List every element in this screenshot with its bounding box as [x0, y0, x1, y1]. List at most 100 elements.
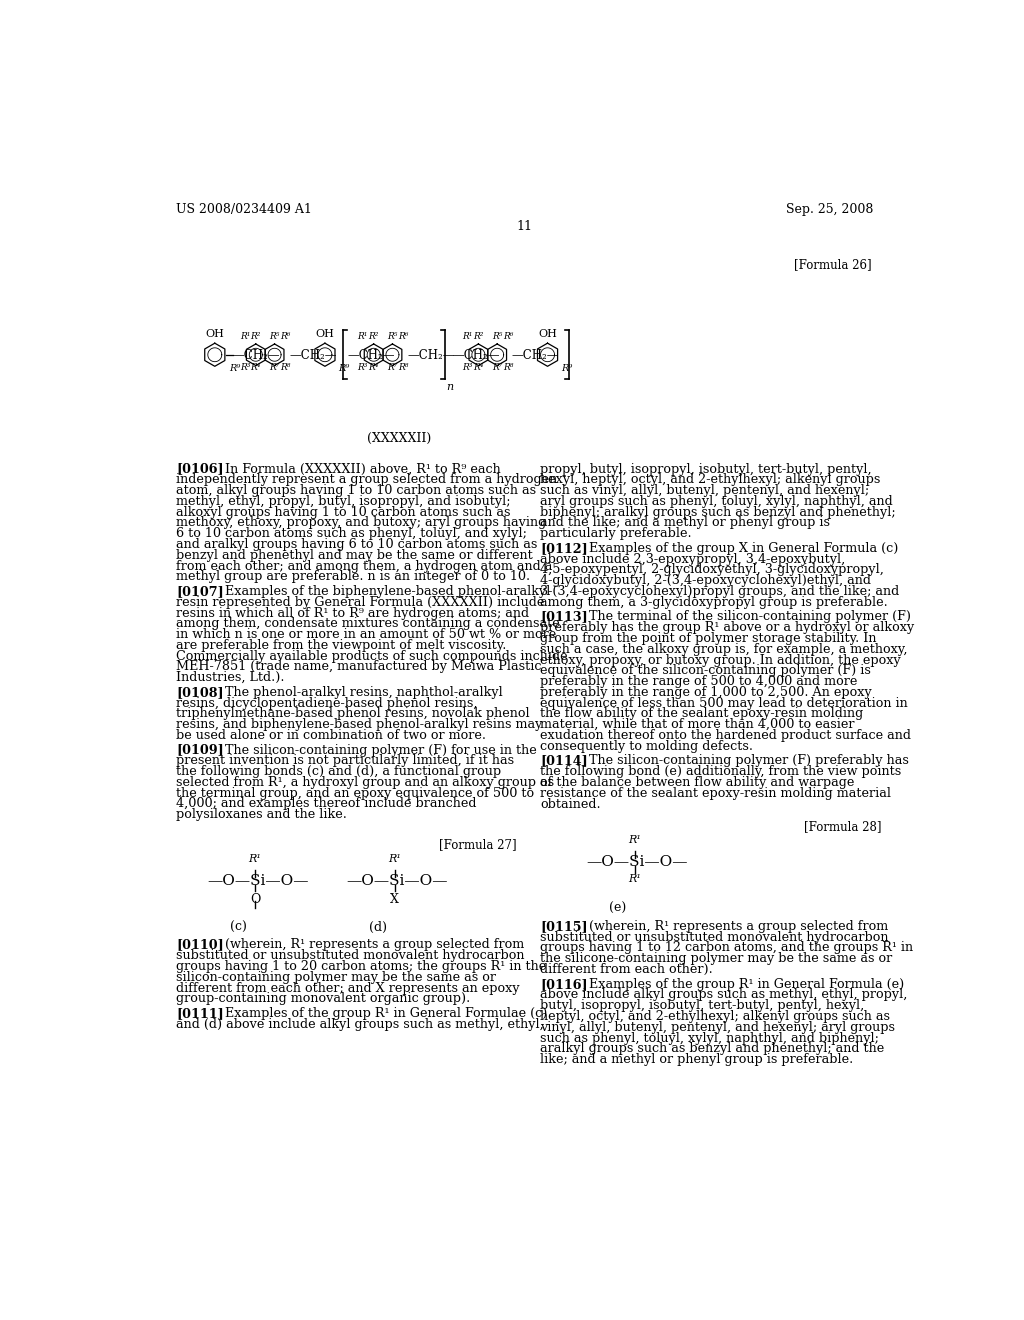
Text: benzyl and phenethyl and may be the same or different: benzyl and phenethyl and may be the same… — [176, 549, 532, 562]
Text: substituted or unsubstituted monovalent hydrocarbon: substituted or unsubstituted monovalent … — [176, 949, 524, 962]
Text: obtained.: obtained. — [541, 797, 601, 810]
Text: different from each other).: different from each other). — [541, 964, 713, 975]
Text: R⁵: R⁵ — [387, 333, 397, 342]
Text: (wherein, R¹ represents a group selected from: (wherein, R¹ represents a group selected… — [224, 939, 524, 952]
Text: R²: R² — [369, 333, 379, 342]
Text: [0113]: [0113] — [541, 610, 588, 623]
Text: group-containing monovalent organic group).: group-containing monovalent organic grou… — [176, 993, 470, 1006]
Text: are preferable from the viewpoint of melt viscosity.: are preferable from the viewpoint of mel… — [176, 639, 507, 652]
Text: particularly preferable.: particularly preferable. — [541, 527, 692, 540]
Text: The silicon-containing polymer (F) for use in the: The silicon-containing polymer (F) for u… — [224, 743, 537, 756]
Text: R¹: R¹ — [629, 875, 641, 884]
Text: R⁸: R⁸ — [281, 363, 291, 372]
Text: Examples of the biphenylene-based phenol-aralkyl: Examples of the biphenylene-based phenol… — [224, 585, 550, 598]
Text: [0110]: [0110] — [176, 939, 224, 952]
Text: R³: R³ — [462, 363, 473, 372]
Text: 11: 11 — [517, 220, 532, 234]
Text: and aralkyl groups having 6 to 10 carbon atoms such as: and aralkyl groups having 6 to 10 carbon… — [176, 539, 538, 550]
Text: In Formula (XXXXXII) above, R¹ to R⁹ each: In Formula (XXXXXII) above, R¹ to R⁹ eac… — [224, 462, 501, 475]
Text: groups having 1 to 12 carbon atoms, and the groups R¹ in: groups having 1 to 12 carbon atoms, and … — [541, 941, 913, 954]
Text: group from the point of polymer storage stability. In: group from the point of polymer storage … — [541, 632, 877, 645]
Text: the flow ability of the sealant epoxy-resin molding: the flow ability of the sealant epoxy-re… — [541, 708, 863, 721]
Text: O: O — [250, 892, 260, 906]
Text: —CH₂—: —CH₂— — [453, 348, 500, 362]
Text: —CH₂—: —CH₂— — [232, 348, 281, 362]
Text: —CH₂—: —CH₂— — [290, 348, 337, 362]
Text: [Formula 26]: [Formula 26] — [795, 259, 872, 272]
Text: be used alone or in combination of two or more.: be used alone or in combination of two o… — [176, 729, 486, 742]
Text: exudation thereof onto the hardened product surface and: exudation thereof onto the hardened prod… — [541, 729, 911, 742]
Text: hexyl, heptyl, octyl, and 2-ethylhexyl; alkenyl groups: hexyl, heptyl, octyl, and 2-ethylhexyl; … — [541, 474, 881, 486]
Text: R⁸: R⁸ — [503, 363, 513, 372]
Text: and the like; and a methyl or phenyl group is: and the like; and a methyl or phenyl gro… — [541, 516, 830, 529]
Text: from each other; and among them, a hydrogen atom and a: from each other; and among them, a hydro… — [176, 560, 552, 573]
Text: among them, condensate mixtures containing a condensate: among them, condensate mixtures containi… — [176, 618, 560, 631]
Text: heptyl, octyl, and 2-ethylhexyl; alkenyl groups such as: heptyl, octyl, and 2-ethylhexyl; alkenyl… — [541, 1010, 890, 1023]
Text: R⁹: R⁹ — [561, 364, 572, 374]
Text: aryl groups such as phenyl, toluyl, xylyl, naphthyl, and: aryl groups such as phenyl, toluyl, xyly… — [541, 495, 893, 508]
Text: preferably has the group R¹ above or a hydroxyl or alkoxy: preferably has the group R¹ above or a h… — [541, 622, 914, 634]
Text: among them, a 3-glycidoxypropyl group is preferable.: among them, a 3-glycidoxypropyl group is… — [541, 595, 888, 609]
Text: [0111]: [0111] — [176, 1007, 224, 1020]
Text: groups having 1 to 20 carbon atoms; the groups R¹ in the: groups having 1 to 20 carbon atoms; the … — [176, 960, 546, 973]
Text: R²: R² — [473, 333, 483, 342]
Text: above include alkyl groups such as methyl, ethyl, propyl,: above include alkyl groups such as methy… — [541, 989, 907, 1002]
Text: in which n is one or more in an amount of 50 wt % or more: in which n is one or more in an amount o… — [176, 628, 556, 642]
Text: US 2008/0234409 A1: US 2008/0234409 A1 — [176, 203, 312, 216]
Text: independently represent a group selected from a hydrogen: independently represent a group selected… — [176, 474, 557, 486]
Text: R⁷: R⁷ — [492, 363, 503, 372]
Text: Sep. 25, 2008: Sep. 25, 2008 — [786, 203, 873, 216]
Text: methyl, ethyl, propyl, butyl, isopropyl, and isobutyl;: methyl, ethyl, propyl, butyl, isopropyl,… — [176, 495, 511, 508]
Text: vinyl, allyl, butenyl, pentenyl, and hexenyl; aryl groups: vinyl, allyl, butenyl, pentenyl, and hex… — [541, 1020, 895, 1034]
Text: R⁹: R⁹ — [338, 364, 349, 374]
Text: polysiloxanes and the like.: polysiloxanes and the like. — [176, 808, 347, 821]
Text: material, while that of more than 4,000 to easier: material, while that of more than 4,000 … — [541, 718, 855, 731]
Text: The phenol-aralkyl resins, naphthol-aralkyl: The phenol-aralkyl resins, naphthol-aral… — [224, 686, 503, 698]
Text: [0109]: [0109] — [176, 743, 224, 756]
Text: OH: OH — [315, 329, 335, 339]
Text: The terminal of the silicon-containing polymer (F): The terminal of the silicon-containing p… — [589, 610, 910, 623]
Text: —O—Si—O—: —O—Si—O— — [587, 855, 688, 869]
Text: MEH-7851 (trade name, manufactured by Meiwa Plastic: MEH-7851 (trade name, manufactured by Me… — [176, 660, 542, 673]
Text: R⁷: R⁷ — [387, 363, 397, 372]
Text: equivalence of the silicon-containing polymer (F) is: equivalence of the silicon-containing po… — [541, 664, 871, 677]
Text: R³: R³ — [357, 363, 368, 372]
Text: the silicone-containing polymer may be the same as or: the silicone-containing polymer may be t… — [541, 952, 893, 965]
Text: biphenyl; aralkyl groups such as benzyl and phenethyl;: biphenyl; aralkyl groups such as benzyl … — [541, 506, 896, 519]
Text: silicon-containing polymer may be the same as or: silicon-containing polymer may be the sa… — [176, 970, 496, 983]
Text: resin represented by General Formula (XXXXXII) include: resin represented by General Formula (XX… — [176, 595, 545, 609]
Text: methyl group are preferable. n is an integer of 0 to 10.: methyl group are preferable. n is an int… — [176, 570, 530, 583]
Text: ethoxy, propoxy, or butoxy group. In addition, the epoxy: ethoxy, propoxy, or butoxy group. In add… — [541, 653, 901, 667]
Text: —CH₂—: —CH₂— — [512, 348, 559, 362]
Text: different from each other; and X represents an epoxy: different from each other; and X represe… — [176, 982, 519, 994]
Text: 4,5-epoxypentyl, 2-glycidoxyethyl, 3-glycidoxypropyl,: 4,5-epoxypentyl, 2-glycidoxyethyl, 3-gly… — [541, 564, 884, 577]
Text: —CH₂—: —CH₂— — [408, 348, 455, 362]
Text: such as vinyl, allyl, butenyl, pentenyl, and hexenyl;: such as vinyl, allyl, butenyl, pentenyl,… — [541, 484, 869, 498]
Text: [0107]: [0107] — [176, 585, 224, 598]
Text: —O—Si—O—: —O—Si—O— — [207, 874, 308, 887]
Text: present invention is not particularly limited, if it has: present invention is not particularly li… — [176, 755, 514, 767]
Text: preferably in the range of 1,000 to 2,500. An epoxy: preferably in the range of 1,000 to 2,50… — [541, 686, 872, 698]
Text: R¹: R¹ — [462, 333, 473, 342]
Text: [0108]: [0108] — [176, 686, 223, 698]
Text: triphenylmethane-based phenol resins, novolak phenol: triphenylmethane-based phenol resins, no… — [176, 708, 529, 721]
Text: consequently to molding defects.: consequently to molding defects. — [541, 739, 754, 752]
Text: [Formula 28]: [Formula 28] — [804, 820, 882, 833]
Text: R⁸: R⁸ — [398, 363, 409, 372]
Text: 4-glycidoxybutyl, 2-(3,4-epoxycyclohexyl)ethyl, and: 4-glycidoxybutyl, 2-(3,4-epoxycyclohexyl… — [541, 574, 871, 587]
Text: butyl, isopropyl, isobutyl, tert-butyl, pentyl, hexyl,: butyl, isopropyl, isobutyl, tert-butyl, … — [541, 999, 864, 1012]
Text: of the balance between flow ability and warpage: of the balance between flow ability and … — [541, 776, 855, 789]
Text: R⁵: R⁵ — [492, 333, 503, 342]
Text: the terminal group, and an epoxy equivalence of 500 to: the terminal group, and an epoxy equival… — [176, 787, 535, 800]
Text: [0114]: [0114] — [541, 755, 588, 767]
Text: —O—Si—O—: —O—Si—O— — [346, 874, 449, 887]
Text: resins, dicyclopentadiene-based phenol resins,: resins, dicyclopentadiene-based phenol r… — [176, 697, 477, 710]
Text: (XXXXXII): (XXXXXII) — [368, 432, 431, 445]
Text: X: X — [390, 892, 399, 906]
Text: R³: R³ — [240, 363, 250, 372]
Text: R⁴: R⁴ — [473, 363, 483, 372]
Text: R⁹: R⁹ — [228, 364, 240, 374]
Text: R⁴: R⁴ — [251, 363, 261, 372]
Text: Examples of the group R¹ in General Formulae (c): Examples of the group R¹ in General Form… — [224, 1007, 547, 1020]
Text: like; and a methyl or phenyl group is preferable.: like; and a methyl or phenyl group is pr… — [541, 1053, 854, 1067]
